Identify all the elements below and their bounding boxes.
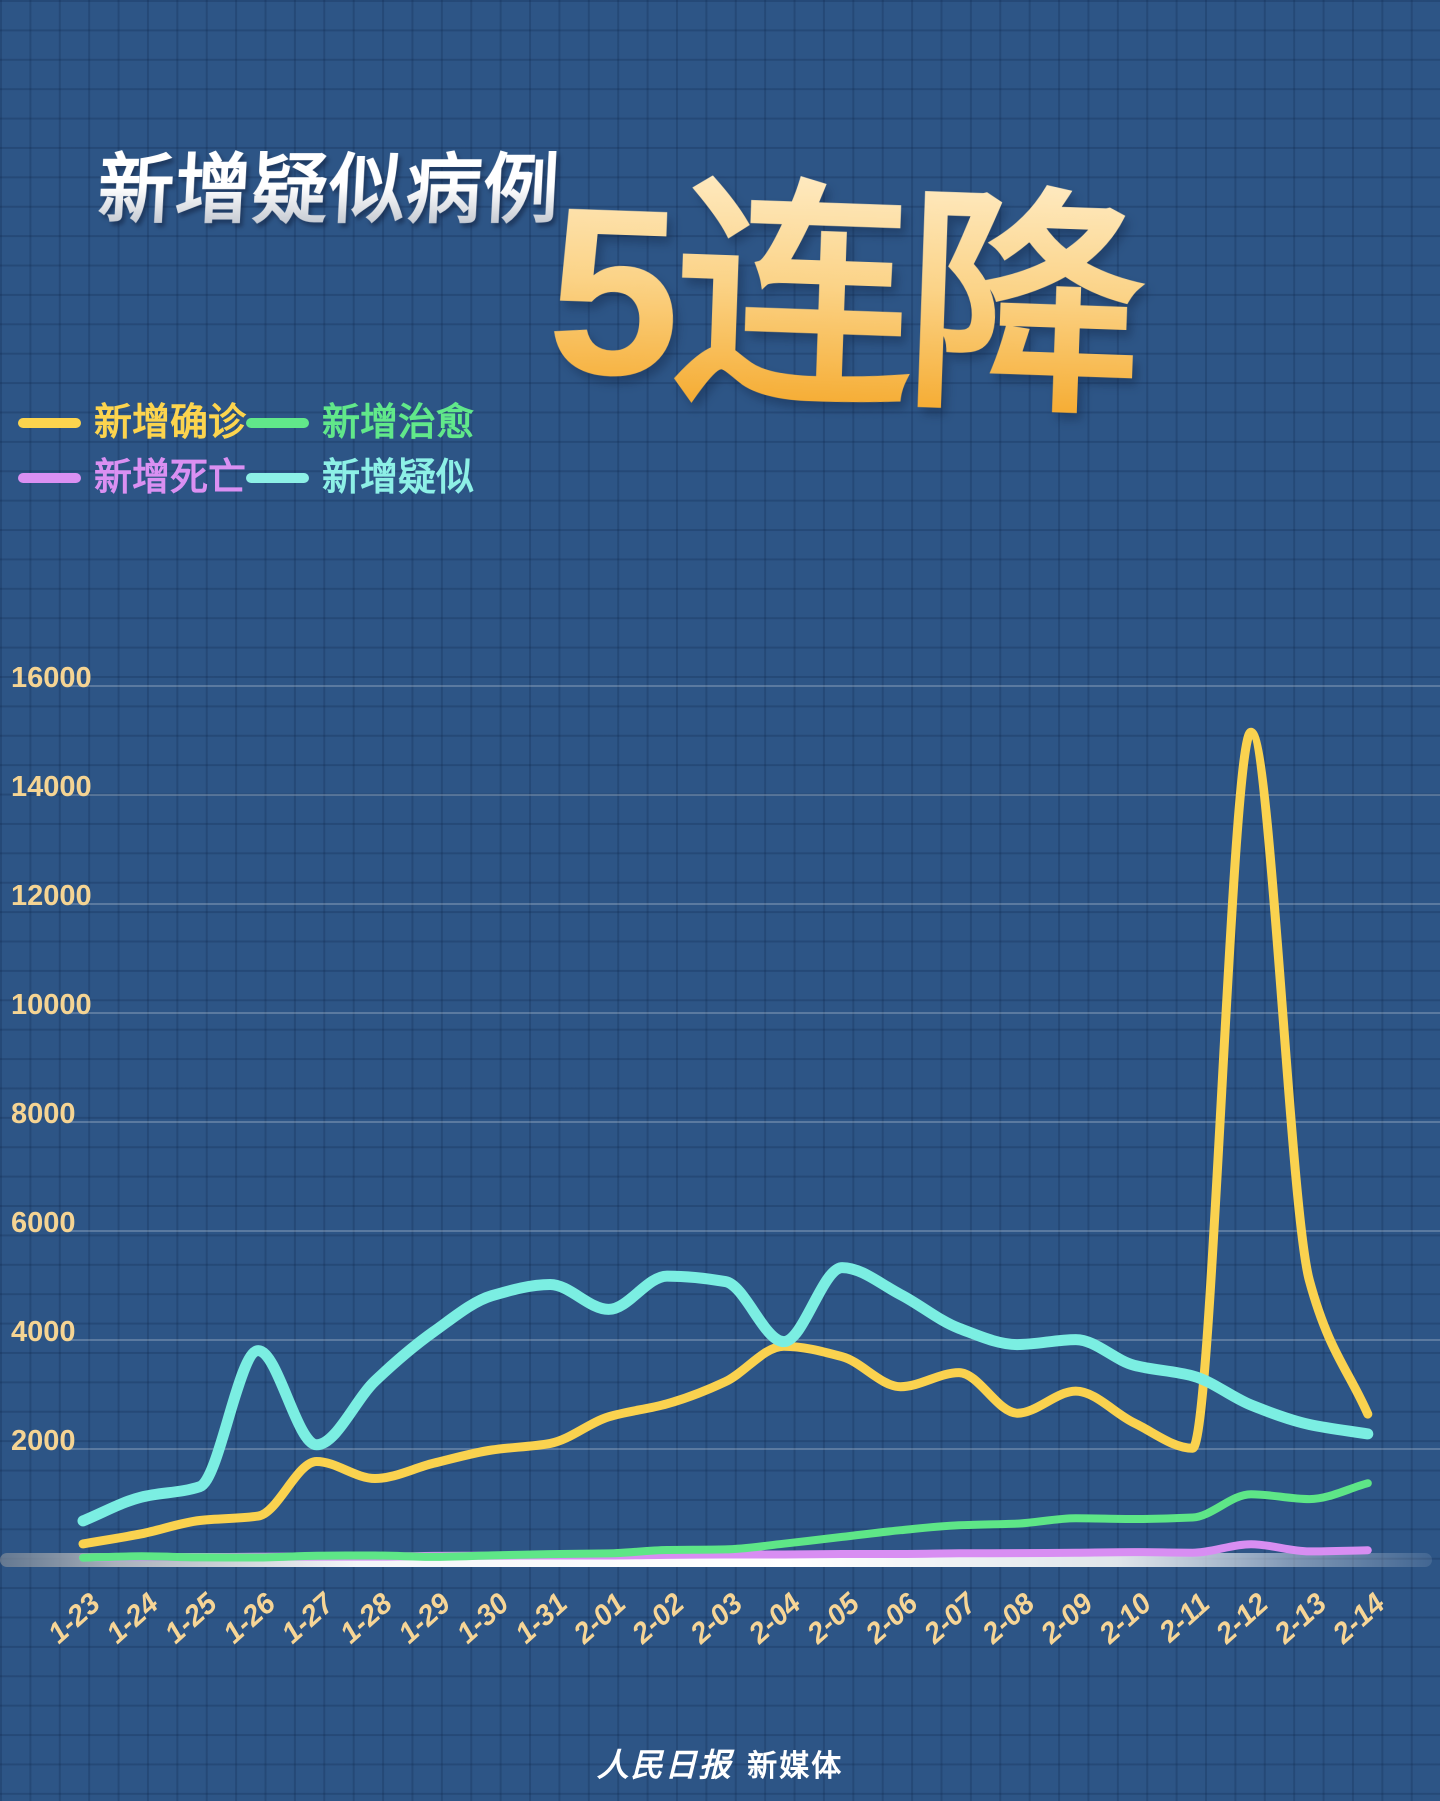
x-axis-tick-2-07: 2-07 [917,1586,984,1651]
series-line-新增治愈 [79,1479,1372,1562]
x-axis-tick-2-04: 2-04 [742,1587,807,1650]
x-axis-tick-1-23: 1-23 [42,1587,107,1650]
x-axis-tick-1-29: 1-29 [393,1587,458,1650]
headline-5-declines: 5连降 [543,139,1193,466]
legend-dash-icon [18,473,81,483]
legend-item-new-confirmed: 新增确诊 [18,404,246,442]
legend-label: 新增死亡 [94,457,247,499]
x-axis-tick-1-27: 1-27 [276,1586,342,1650]
x-axis-tick-1-25: 1-25 [159,1587,224,1650]
x-axis-tick-2-10: 2-10 [1093,1587,1158,1650]
x-axis-tick-2-14: 2-14 [1326,1587,1391,1650]
x-axis-tick-1-24: 1-24 [101,1587,166,1650]
legend-label: 新增疑似 [322,457,475,499]
x-axis-tick-1-26: 1-26 [217,1587,282,1650]
x-axis-tick-2-12: 2-12 [1209,1587,1274,1650]
new-media-label: 新媒体 [747,1750,844,1783]
x-axis-tick-2-09: 2-09 [1034,1587,1099,1650]
x-axis-tick-1-31: 1-31 [509,1587,574,1650]
x-axis-tick-1-30: 1-30 [451,1587,516,1650]
peoples-daily-logo: 人民日报 [596,1746,733,1784]
y-axis-tick-4000: 4000 [11,1316,76,1348]
series-line-新增确诊 [78,727,1373,1549]
legend-item-new-deaths: 新增死亡 [18,459,246,497]
x-axis-tick-2-02: 2-02 [625,1587,690,1650]
x-axis-tick-2-11: 2-11 [1153,1587,1217,1649]
x-axis-tick-1-28: 1-28 [334,1587,399,1650]
x-axis-tick-2-06: 2-06 [859,1587,925,1651]
legend-dash-icon [246,473,309,483]
x-axis-tick-2-03: 2-03 [684,1587,749,1650]
y-axis-tick-16000: 16000 [11,662,92,694]
chart-legend: 新增确诊 新增治愈 新增死亡 新增疑似 [18,404,498,524]
legend-label: 新增确诊 [94,402,247,444]
x-axis-tick-2-01: 2-01 [567,1587,632,1650]
legend-item-new-suspected: 新增疑似 [246,459,474,497]
series-line-新增疑似 [77,1262,1374,1527]
legend-item-new-cured: 新增治愈 [246,404,474,442]
y-axis-tick-6000: 6000 [11,1207,76,1239]
legend-dash-icon [18,418,81,428]
x-axis-tick-2-08: 2-08 [976,1587,1042,1651]
y-axis-tick-14000: 14000 [11,771,92,803]
x-axis-tick-2-13: 2-13 [1268,1587,1333,1650]
x-axis-tick-2-05: 2-05 [801,1587,867,1651]
page-title: 新增疑似病例 [95,147,563,233]
legend-label: 新增治愈 [322,402,475,444]
y-axis-tick-2000: 2000 [11,1425,76,1457]
publisher-footer: 人民日报 新媒体 [0,1740,1440,1786]
legend-dash-icon [246,418,309,428]
y-axis-tick-10000: 10000 [11,989,92,1021]
y-axis-tick-8000: 8000 [11,1098,76,1130]
y-axis-tick-12000: 12000 [11,880,92,912]
